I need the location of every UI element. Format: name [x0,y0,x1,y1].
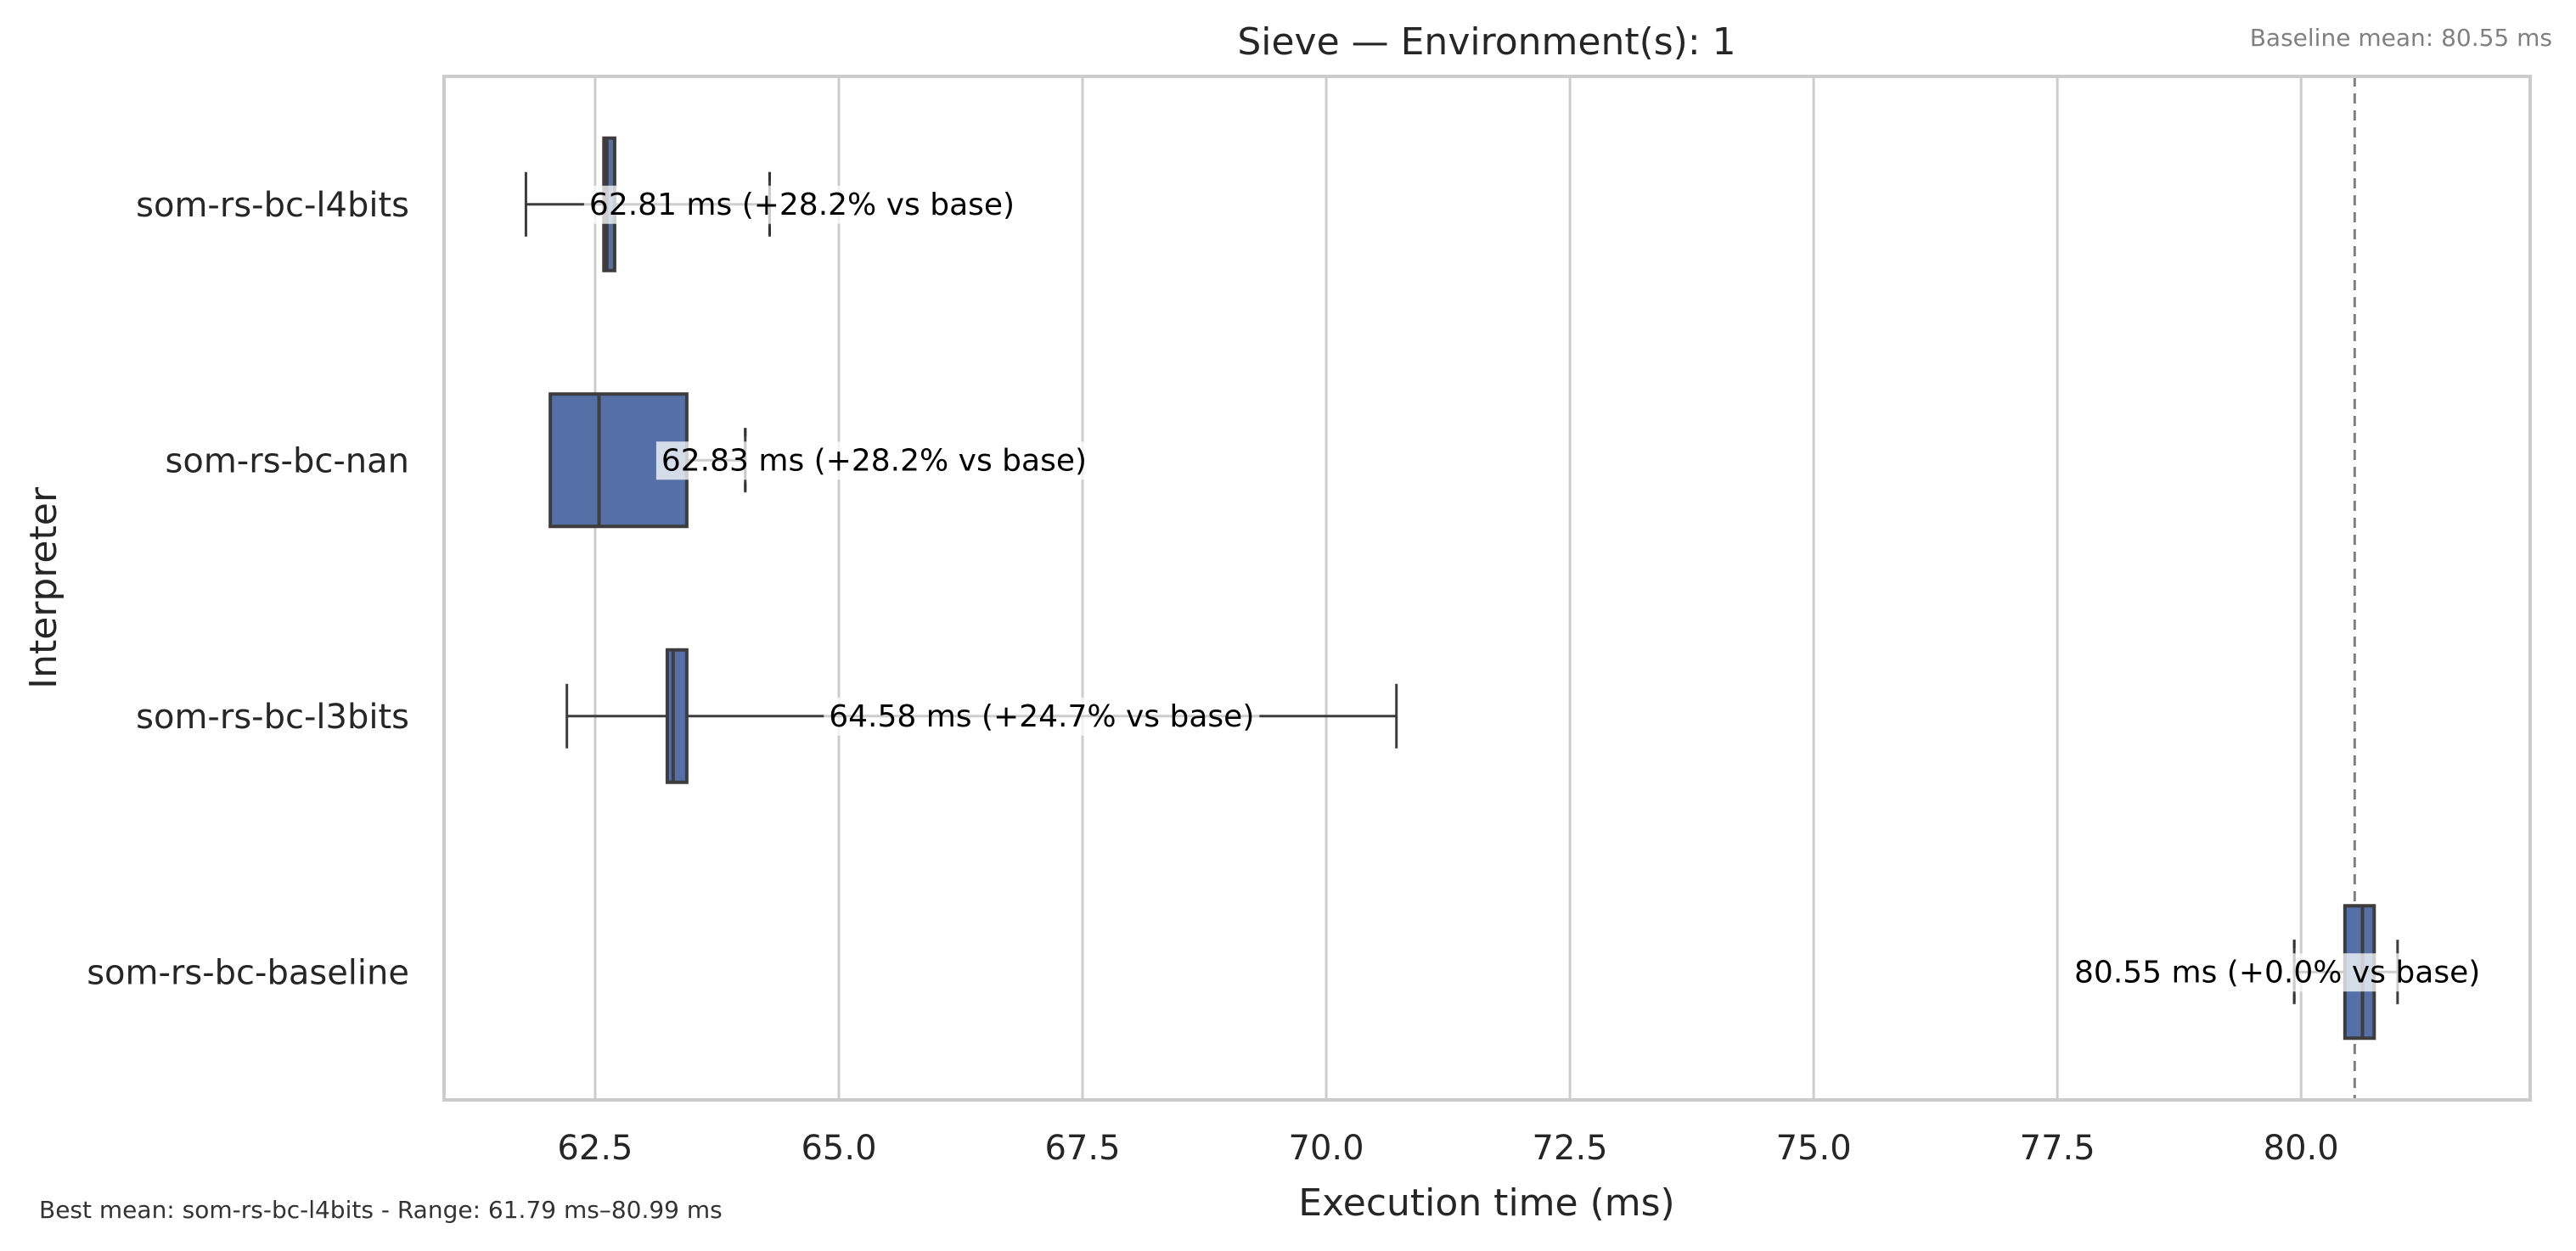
annotation-background [583,185,1021,224]
chart-title: Sieve — Environment(s): 1 [1237,20,1735,64]
x-tick-label: 67.5 [1044,1129,1120,1168]
annotation-background [2069,953,2486,992]
y-axis-label: Interpreter [22,486,65,689]
x-tick-label: 62.5 [557,1129,633,1168]
iqr-box [665,648,689,784]
box-group: 62.81 ms (+28.2% vs base) [524,136,1021,272]
mean-annotation: 62.81 ms (+28.2% vs base) [589,188,1015,222]
box-group: 62.83 ms (+28.2% vs base) [548,392,1093,529]
x-tick-label: 75.0 [1776,1129,1852,1168]
x-tick-label: 77.5 [2020,1129,2095,1168]
x-tick-label: 80.0 [2264,1129,2339,1168]
annotation-background [824,697,1260,736]
baseline-mean-note: Baseline mean: 80.55 ms [2250,24,2552,52]
x-tick-label: 72.5 [1533,1129,1608,1168]
y-tick-label: som-rs-bc-l3bits [136,698,409,737]
y-tick-label: som-rs-bc-nan [166,441,409,480]
y-tick-label: som-rs-bc-baseline [87,953,409,992]
box-group: 80.55 ms (+0.0% vs base) [2069,904,2486,1041]
best-mean-footer-note: Best mean: som-rs-bc-l4bits - Range: 61.… [39,1196,723,1224]
y-axis-ticks: som-rs-bc-l4bits som-rs-bc-nan som-rs-bc-l… [87,186,409,993]
x-axis-label: Execution time (ms) [1298,1181,1674,1225]
mean-annotation: 62.83 ms (+28.2% vs base) [661,443,1087,478]
box-group: 64.58 ms (+24.7% vs base) [565,648,1398,784]
x-gridlines [593,76,2303,1100]
y-tick-label: som-rs-bc-l4bits [136,186,409,225]
annotation-background [655,441,1093,480]
mean-annotation: 64.58 ms (+24.7% vs base) [829,699,1254,734]
box-series: 62.81 ms (+28.2% vs base) 62.83 ms (+28.2… [524,136,2486,1041]
x-axis-ticks: 62.5 65.0 67.5 70.0 72.5 75.0 77.5 80.0 [557,1129,2338,1168]
mean-annotation: 80.55 ms (+0.0% vs base) [2074,955,2480,990]
x-tick-label: 70.0 [1289,1129,1364,1168]
x-tick-label: 65.0 [801,1129,876,1168]
plot-area-border [442,75,2532,1102]
